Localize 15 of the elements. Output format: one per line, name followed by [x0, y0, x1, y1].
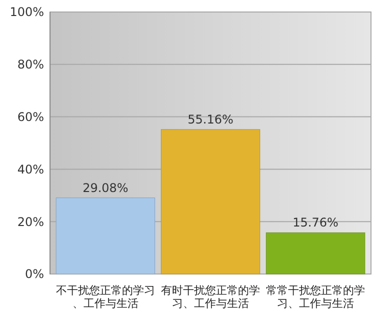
x-tick-label: 不干扰您正常的学习、工作与生活 [56, 284, 155, 310]
data-label: 15.76% [292, 216, 338, 230]
bar [56, 198, 156, 274]
x-tick-label: 有时干扰您正常的学习、工作与生活 [161, 284, 260, 310]
x-tick-label: 常常干扰您正常的学习、工作与生活 [266, 284, 366, 310]
y-tick-label: 80% [17, 58, 44, 72]
bar [266, 232, 366, 274]
y-tick-label: 100% [10, 5, 44, 20]
y-tick-label: 0% [24, 267, 44, 282]
y-tick-label: 40% [17, 162, 44, 176]
bar [160, 129, 260, 274]
data-label: 55.16% [188, 112, 234, 126]
y-tick-label: 60% [17, 110, 44, 124]
y-tick-label: 20% [17, 214, 44, 229]
data-label: 29.08% [82, 180, 128, 195]
